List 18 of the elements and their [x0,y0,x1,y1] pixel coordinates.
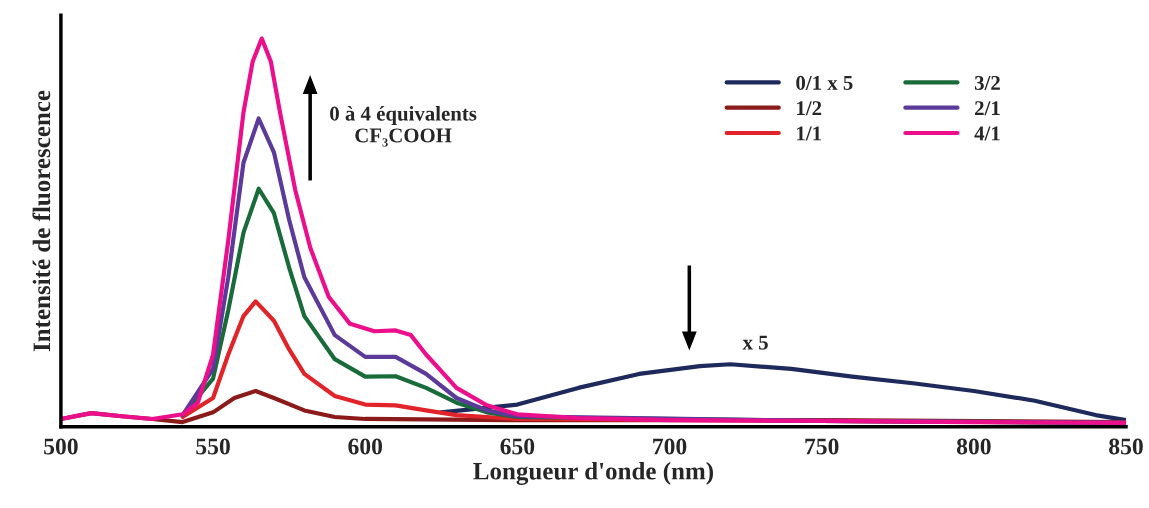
x-tick-label: 600 [348,438,383,455]
legend-label: 1/2 [797,101,822,116]
x-tick-label: 650 [500,438,535,455]
annotation: 0 à 4 équivalents CF₃COOH [330,105,477,147]
x-tick-label: 800 [956,438,991,455]
legend-label: 3/2 [974,75,1000,90]
x-tick-label: 500 [44,438,78,455]
legend-label: 2/1 [975,101,1000,116]
x-tick-label: 750 [805,438,839,455]
annotation: x 5 [742,335,768,350]
legend-label: 1/1 [797,126,821,141]
y-axis-title: Intensité de fluorescence [32,90,51,352]
legend-label: 4/1 [974,126,1000,141]
x-tick-label: 700 [653,438,687,455]
legend-label: 0/1 x 5 [796,75,853,90]
x-tick-label: 850 [1109,438,1143,455]
x-tick-label: 550 [196,438,230,455]
x-axis-title: Longueur d'onde (nm) [473,462,713,485]
